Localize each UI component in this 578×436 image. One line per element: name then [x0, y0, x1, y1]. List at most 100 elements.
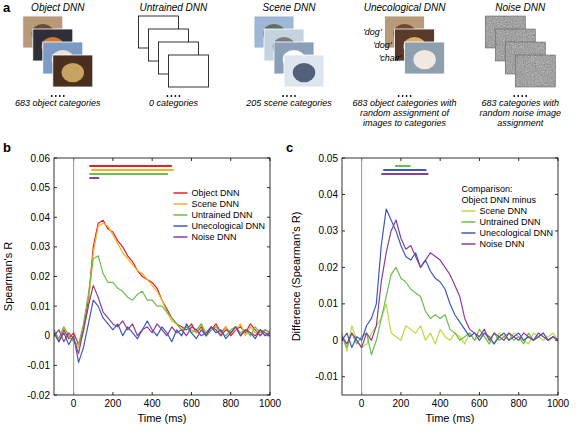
- ellipsis-dot: [282, 95, 284, 97]
- x-tick-label: 800: [510, 398, 527, 409]
- y-tick: [54, 365, 57, 366]
- ellipsis-dot: [398, 95, 400, 97]
- x-tick: [400, 392, 401, 395]
- caption: 683 categories withrandom noise imageass…: [479, 98, 561, 128]
- image-label: 'dog': [373, 40, 392, 50]
- plot-area: [342, 158, 558, 395]
- significance-bar: [89, 165, 171, 167]
- significance-bar: [91, 169, 173, 171]
- image-label: 'chair': [379, 53, 402, 63]
- y-tick-label: 0.06: [31, 153, 51, 164]
- legend-label: Unecological DNN: [191, 221, 265, 231]
- y-tick-right: [555, 194, 558, 195]
- image-frame: [168, 55, 208, 87]
- column-title: Noise DNN: [495, 2, 546, 13]
- legend-label: Scene DNN: [479, 206, 527, 216]
- plot-frame: [342, 158, 558, 395]
- y-tick: [342, 376, 345, 377]
- legend-label: Unecological DNN: [479, 228, 553, 238]
- legend-background: [459, 183, 555, 250]
- y-axis-title: Difference (Spearman's R): [290, 212, 302, 342]
- x-tick-top: [479, 158, 480, 161]
- photo-image: [284, 55, 324, 87]
- y-tick-right: [267, 217, 270, 218]
- x-tick-label: 600: [183, 398, 200, 409]
- ellipsis-dot: [521, 95, 523, 97]
- y-tick-right: [555, 230, 558, 231]
- x-tick-top: [152, 158, 153, 161]
- photo-object: [293, 63, 315, 82]
- caption-line: random assignment of: [360, 108, 451, 118]
- image-frame: [53, 55, 93, 87]
- image-label: 'dog': [363, 27, 382, 37]
- ellipsis-dot: [51, 95, 53, 97]
- x-tick: [479, 392, 480, 395]
- caption-line: 683 object categories: [15, 98, 101, 108]
- legend-label: Noise DNN: [191, 232, 236, 242]
- column-title: Untrained DNN: [139, 2, 208, 13]
- panel-letter: a: [3, 0, 11, 15]
- y-tick: [342, 194, 345, 195]
- figure: aObject DNN683 object categoriesUntraine…: [0, 0, 578, 436]
- legend-swatch: [461, 221, 475, 223]
- photo-image: [405, 42, 445, 74]
- caption-line: 683 object categories with: [353, 98, 457, 108]
- legend-label: Untrained DNN: [191, 210, 252, 220]
- ellipsis-dot: [167, 95, 169, 97]
- x-tick-top: [230, 158, 231, 161]
- legend-label: Untrained DNN: [479, 217, 540, 227]
- y-axis-title: Spearman's R: [2, 242, 14, 311]
- ellipsis-dot: [410, 95, 412, 97]
- series-line: [54, 285, 270, 353]
- image-frame: [515, 55, 555, 87]
- y-tick-label: 0.03: [319, 225, 339, 236]
- plot-area: [54, 158, 270, 395]
- noise-base: [515, 55, 555, 87]
- ellipsis-dot: [402, 95, 404, 97]
- caption-line: assignment: [497, 118, 544, 128]
- noise-image: [515, 55, 555, 87]
- y-tick-right: [267, 246, 270, 247]
- ellipsis-dot: [290, 95, 292, 97]
- ellipsis-dot: [513, 95, 515, 97]
- x-tick-label: 1000: [259, 398, 282, 409]
- y-tick: [342, 230, 345, 231]
- y-tick-right: [267, 187, 270, 188]
- x-tick-label: 400: [144, 398, 161, 409]
- y-tick: [54, 217, 57, 218]
- legend-heading: Object DNN minus: [461, 195, 536, 205]
- legend-swatch: [173, 203, 187, 205]
- onset-line: [73, 158, 74, 395]
- legend-background: [171, 187, 267, 243]
- blank-image: [168, 55, 208, 87]
- significance-bar: [381, 173, 428, 175]
- y-tick: [54, 306, 57, 307]
- y-tick-label: 0.04: [319, 189, 339, 200]
- significance-bar: [89, 173, 168, 175]
- panel-letter: c: [286, 140, 293, 155]
- column-title: Scene DNN: [263, 2, 317, 13]
- x-tick-label: 200: [393, 398, 410, 409]
- y-tick-label: 0.03: [31, 241, 51, 252]
- ellipsis-dot: [63, 95, 65, 97]
- ellipsis-dot: [175, 95, 177, 97]
- x-tick: [191, 392, 192, 395]
- onset-line: [361, 158, 362, 395]
- x-tick: [518, 392, 519, 395]
- y-tick-right: [555, 376, 558, 377]
- x-axis-title: Time (ms): [137, 412, 186, 424]
- y-tick: [342, 303, 345, 304]
- x-axis-title: Time (ms): [425, 412, 474, 424]
- significance-bar: [383, 169, 426, 171]
- y-tick-right: [267, 365, 270, 366]
- y-tick-label: -0.02: [27, 390, 50, 401]
- x-tick-label: 800: [222, 398, 239, 409]
- x-tick: [152, 392, 153, 395]
- y-tick-right: [555, 267, 558, 268]
- y-tick-label: 0.05: [319, 153, 339, 164]
- photo-object: [62, 63, 84, 82]
- caption-line: 205 scene categories: [245, 98, 332, 108]
- legend-swatch: [173, 236, 187, 238]
- y-tick-label: 0.04: [31, 212, 51, 223]
- legend: Comparison:Object DNN minusScene DNNUntr…: [459, 183, 555, 250]
